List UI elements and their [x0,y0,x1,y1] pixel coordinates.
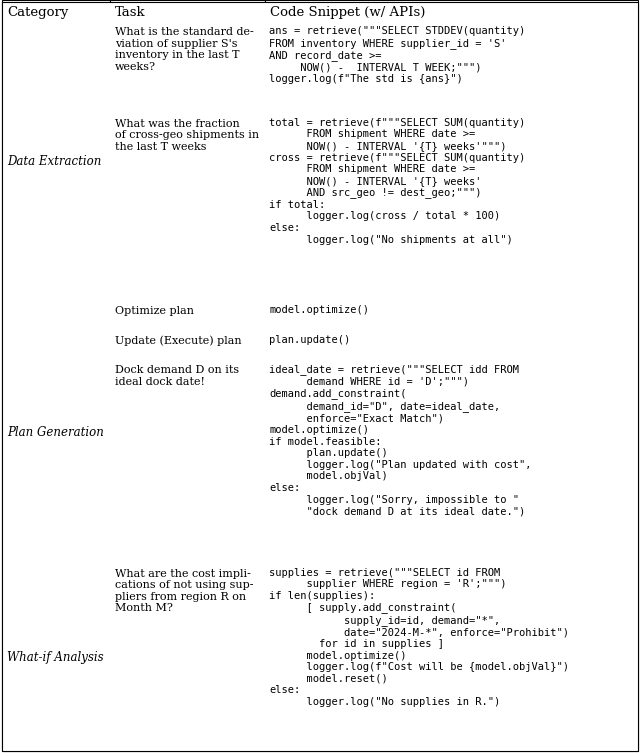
Text: supplies = retrieve("""SELECT id FROM
      supplier WHERE region = 'R';""")
if : supplies = retrieve("""SELECT id FROM su… [269,568,569,707]
Bar [110,564,265,751]
Bar [265,360,638,564]
Text: ans = retrieve("""SELECT STDDEV(quantity)
FROM inventory WHERE supplier_id = 'S': ans = retrieve("""SELECT STDDEV(quantity… [269,26,525,85]
Bar [110,22,265,114]
Text: Plan Generation: Plan Generation [7,426,104,439]
Text: What is the standard de-
viation of supplier S's
inventory in the last T
weeks?: What is the standard de- viation of supp… [115,27,253,72]
Text: Category: Category [7,6,68,19]
Text: ideal_date = retrieve("""SELECT idd FROM
      demand WHERE id = 'D';""")
demand: ideal_date = retrieve("""SELECT idd FROM… [269,365,531,516]
Bar [2,301,110,564]
Bar [265,564,638,751]
Text: Task: Task [115,6,146,19]
Bar [265,114,638,301]
Bar [110,331,265,360]
Text: model.optimize(): model.optimize() [269,305,369,315]
Bar [265,331,638,360]
Bar [265,22,638,114]
Bar [110,360,265,564]
Bar [265,301,638,331]
Text: total = retrieve(f"""SELECT SUM(quantity)
      FROM shipment WHERE date >=
    : total = retrieve(f"""SELECT SUM(quantity… [269,118,525,245]
Text: Update (Execute) plan: Update (Execute) plan [115,336,242,347]
Text: Data Extraction: Data Extraction [7,155,101,168]
Text: What-if Analysis: What-if Analysis [7,651,104,664]
Text: Optimize plan: Optimize plan [115,307,194,316]
Text: Dock demand D on its
ideal dock date!: Dock demand D on its ideal dock date! [115,365,239,387]
Text: What are the cost impli-
cations of not using sup-
pliers from region R on
Month: What are the cost impli- cations of not … [115,569,253,613]
Bar [265,0,638,22]
Bar [110,114,265,301]
Text: What was the fraction
of cross-geo shipments in
the last T weeks: What was the fraction of cross-geo shipm… [115,119,259,152]
Bar [110,0,265,22]
Text: Code Snippet (w/ APIs): Code Snippet (w/ APIs) [270,6,426,19]
Bar [2,0,110,22]
Bar [2,22,110,301]
Text: plan.update(): plan.update() [269,334,350,345]
Bar [110,301,265,331]
Bar [2,564,110,751]
